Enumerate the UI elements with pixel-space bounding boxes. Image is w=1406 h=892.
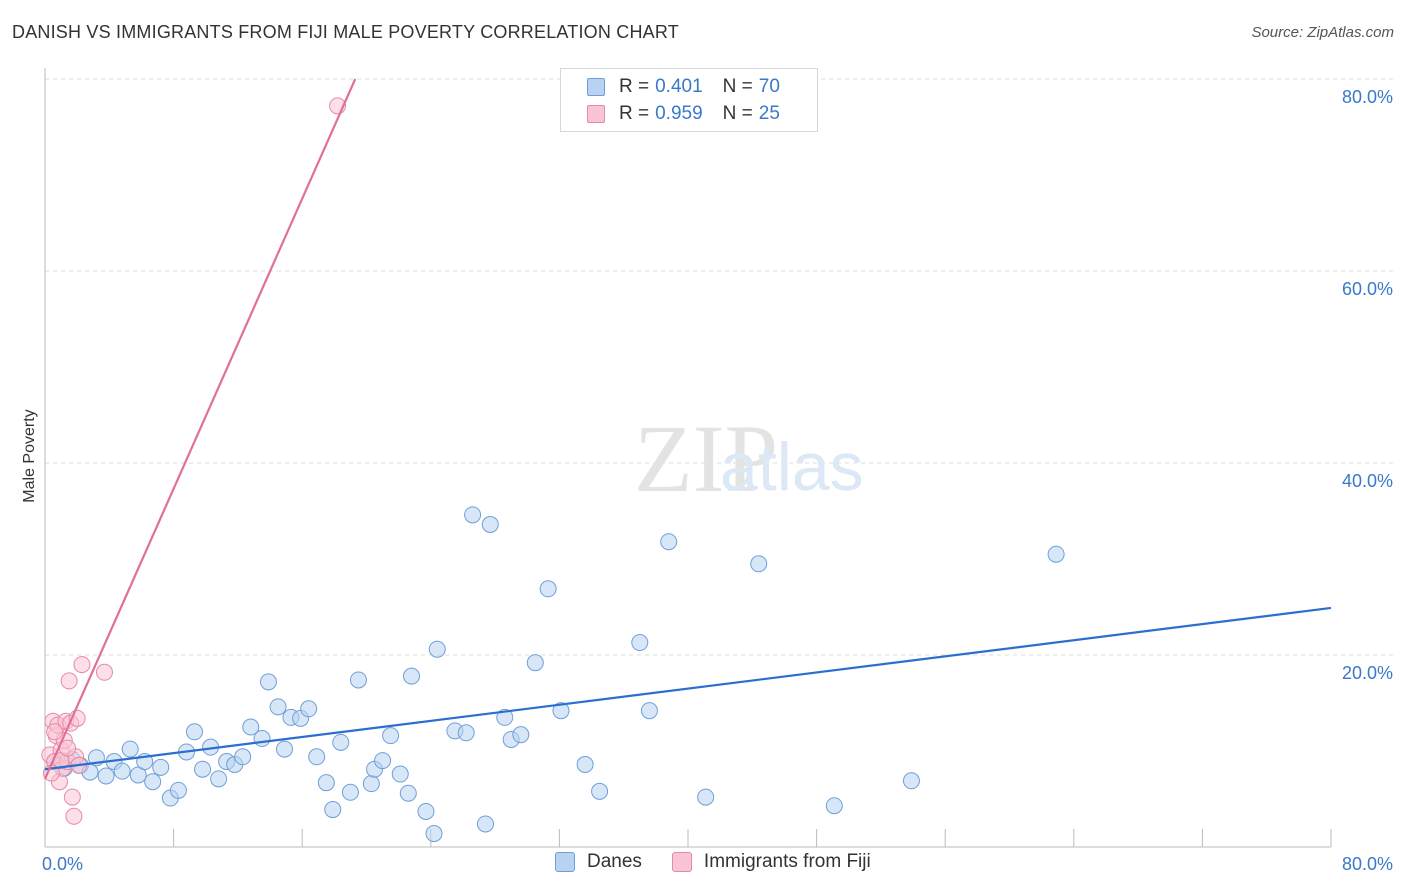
danes-point [526, 654, 544, 672]
danes-point [631, 634, 649, 652]
legend-n-value: 70 [758, 76, 780, 97]
fiji-point [95, 663, 113, 681]
trend-lines [43, 78, 1332, 780]
danes-point [660, 533, 678, 551]
y-tick-label: 20.0% [1342, 663, 1393, 683]
danes-point [185, 723, 203, 741]
danes-point [317, 774, 335, 792]
danes-point [399, 784, 417, 802]
legend-row-danes: R = 0.401 N = 70 [587, 74, 780, 100]
legend-n-label: N = [722, 76, 753, 97]
legend-label-danes: Danes [587, 851, 642, 872]
chart-title: DANISH VS IMMIGRANTS FROM FIJI MALE POVE… [12, 22, 679, 42]
danes-point [591, 782, 609, 800]
watermark-atlas: atlas [720, 429, 864, 505]
watermark-zip: ZIP [634, 405, 778, 512]
fiji-point [46, 723, 64, 741]
danes-point [391, 765, 409, 783]
axes [44, 68, 1332, 848]
legend-row-fiji: R = 0.959 N = 25 [587, 101, 780, 127]
x-tick-label-max: 80.0% [1342, 854, 1393, 874]
watermark: ZIP atlas [634, 405, 864, 512]
danes-point [362, 775, 380, 793]
danes-point [269, 698, 287, 716]
legend-r-label: R = [619, 76, 650, 97]
danes-point [403, 667, 421, 685]
source-credit: Source: ZipAtlas.com [1251, 24, 1394, 41]
fiji-trend-line [43, 78, 357, 780]
danes-point [349, 671, 367, 689]
danes-point [324, 801, 342, 819]
danes-point [825, 797, 843, 815]
y-tick-label: 40.0% [1342, 471, 1393, 491]
danes-point [97, 767, 115, 785]
danes-point [552, 702, 570, 720]
danes-point [374, 752, 392, 770]
danes-point [1047, 545, 1065, 563]
danes-point [539, 580, 557, 598]
danes-point [300, 700, 318, 718]
tick-labels: 20.0% 40.0% 60.0% 80.0% 0.0% 80.0% [42, 87, 1393, 874]
danes-point [113, 762, 131, 780]
danes-swatch [555, 852, 575, 872]
danes-point [194, 760, 212, 778]
danes-point [210, 770, 228, 788]
x-tick-label-min: 0.0% [42, 854, 83, 874]
series-legend: Danes Immigrants from Fiji [555, 851, 901, 873]
danes-point [234, 748, 252, 766]
danes-point [476, 815, 494, 833]
danes-point [253, 730, 271, 748]
legend-r-label: R = [619, 103, 650, 124]
fiji-point [60, 672, 78, 690]
danes-point [308, 748, 326, 766]
legend-label-fiji: Immigrants from Fiji [703, 851, 871, 872]
danes-point [512, 726, 530, 744]
y-tick-label: 60.0% [1342, 279, 1393, 299]
correlation-legend: R = 0.401 N = 70 R = 0.959 N = 25 [560, 68, 818, 132]
danes-point [576, 755, 594, 773]
fiji-point [73, 656, 91, 674]
fiji-swatch [587, 105, 605, 123]
fiji-point [63, 788, 81, 806]
legend-item-fiji[interactable]: Immigrants from Fiji [671, 851, 871, 873]
y-axis-label: Male Poverty [21, 409, 38, 502]
legend-r-value: 0.401 [655, 76, 703, 97]
danes-point [169, 781, 187, 799]
danes-points [46, 506, 1065, 843]
danes-point [640, 702, 658, 720]
danes-point [425, 825, 443, 843]
danes-swatch [587, 78, 605, 96]
danes-point [417, 802, 435, 820]
danes-point [481, 515, 499, 533]
danes-point [144, 773, 162, 791]
danes-point [152, 758, 170, 776]
danes-point [242, 718, 260, 736]
danes-point [332, 733, 350, 751]
danes-point [496, 708, 514, 726]
danes-point [121, 740, 139, 758]
danes-point [464, 506, 482, 524]
fiji-swatch [671, 852, 692, 872]
danes-point [382, 727, 400, 745]
legend-r-value: 0.959 [655, 103, 703, 124]
danes-point [697, 788, 715, 806]
danes-trend-line [44, 606, 1332, 771]
legend-item-danes[interactable]: Danes [555, 851, 642, 873]
danes-point [750, 555, 768, 573]
danes-point [259, 673, 277, 691]
danes-point [902, 772, 920, 790]
danes-point [276, 740, 294, 758]
y-tick-label: 80.0% [1342, 87, 1393, 107]
danes-point [341, 783, 359, 801]
fiji-point [65, 807, 83, 825]
legend-n-value: 25 [758, 103, 780, 124]
danes-point [428, 640, 446, 658]
legend-n-label: N = [722, 103, 753, 124]
gridlines [45, 78, 1393, 656]
danes-point [457, 724, 475, 742]
